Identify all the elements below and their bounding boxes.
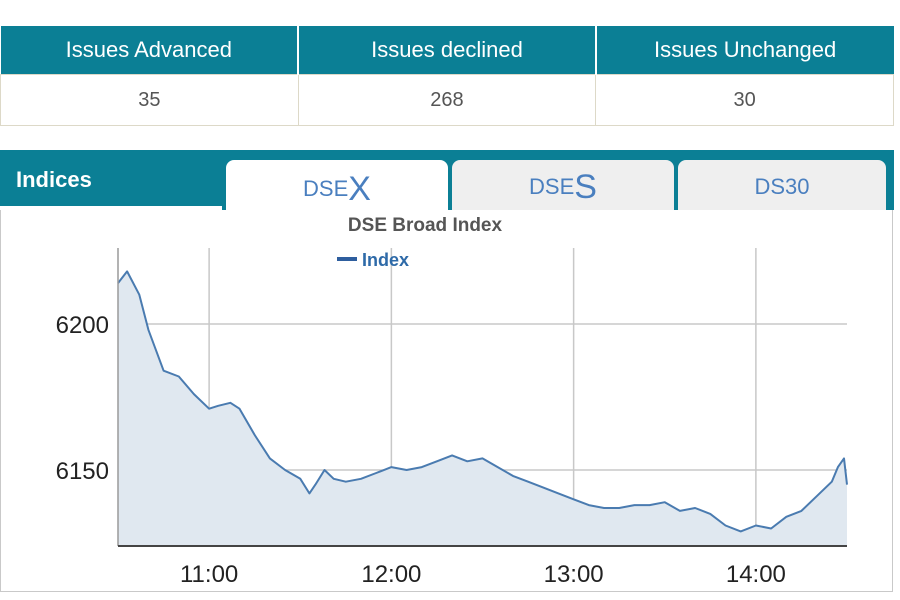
issues-declined-value: 268 xyxy=(297,74,597,126)
chart-axes: 11:00 12:00 13:00 14:00 6150 6200 xyxy=(56,248,847,588)
summary-header-row: Issues Advanced Issues declined Issues U… xyxy=(0,26,894,75)
summary-value-row: 35 268 30 xyxy=(0,74,894,126)
indices-title: Indices xyxy=(16,167,92,192)
indices-title-underline xyxy=(0,206,222,210)
tab-dses-suffix: S xyxy=(574,167,597,206)
tab-dsex[interactable]: DSE X xyxy=(226,160,448,218)
issues-unchanged-header: Issues Unchanged xyxy=(595,26,894,75)
legend-label-index[interactable]: Index xyxy=(362,250,409,270)
tab-dses[interactable]: DSE S xyxy=(452,160,674,216)
chart-title: DSE Broad Index xyxy=(348,215,503,236)
tab-dsex-suffix: X xyxy=(348,169,371,208)
issues-unchanged-value: 30 xyxy=(595,74,894,126)
tab-ds30[interactable]: DS30 xyxy=(678,160,886,216)
chart-legend: Index xyxy=(337,250,409,270)
issues-advanced-header: Issues Advanced xyxy=(0,26,300,75)
x-tick-label: 12:00 xyxy=(361,561,421,588)
series-line-index xyxy=(117,270,848,533)
y-tick-label: 6150 xyxy=(56,458,109,485)
x-tick-label: 14:00 xyxy=(726,561,786,588)
issues-advanced-value: 35 xyxy=(0,74,299,126)
issues-declined-header: Issues declined xyxy=(298,26,597,75)
x-tick-label: 11:00 xyxy=(180,561,238,588)
series-area-index xyxy=(118,271,847,546)
y-tick-label: 6200 xyxy=(56,312,109,339)
tab-dses-prefix: DSE xyxy=(529,174,575,199)
tab-ds30-label: DS30 xyxy=(754,174,810,199)
tab-dsex-prefix: DSE xyxy=(303,176,349,201)
index-chart: 11:00 12:00 13:00 14:00 6150 6200 DSE Broad I… xyxy=(56,215,848,588)
x-tick-label: 13:00 xyxy=(544,561,604,588)
chart-panel: 11:00 12:00 13:00 14:00 6150 6200 DSE Broad I… xyxy=(0,210,893,592)
market-summary-table: Issues Advanced Issues declined Issues U… xyxy=(0,26,894,126)
